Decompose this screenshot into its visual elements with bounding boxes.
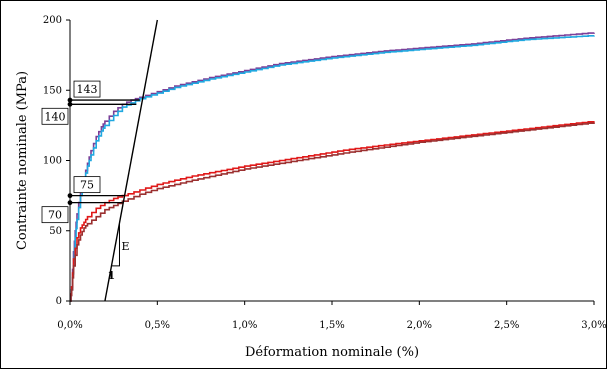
annotation-label: 143 — [77, 83, 98, 96]
annotation-marker — [67, 193, 73, 199]
slope-unit-label: 1 — [107, 269, 115, 282]
y-axis-title: Contrainte nominale (MPa) — [15, 71, 30, 250]
y-tick-label: 150 — [43, 85, 62, 96]
series-line-2 — [70, 35, 595, 302]
x-tick-label: 0,5% — [145, 320, 170, 331]
annotation-label: 140 — [45, 110, 66, 123]
annotation-box — [73, 80, 101, 98]
y-tick-label: 50 — [49, 226, 62, 237]
annotation-box — [41, 206, 69, 224]
annotation-marker — [67, 200, 73, 206]
y-tick-label: 100 — [43, 156, 62, 167]
axes — [69, 20, 594, 302]
annotation-label: 70 — [48, 209, 62, 222]
y-tick-label: 200 — [43, 15, 62, 26]
annotation-label: 75 — [80, 179, 94, 192]
x-axis-title: Déformation nominale (%) — [245, 345, 419, 360]
x-tick-label: 1,0% — [232, 320, 257, 331]
x-tick-label: 2,5% — [494, 320, 519, 331]
annotations: E 1 143 140 75 70 — [41, 80, 140, 282]
series-line-4 — [70, 122, 595, 302]
x-tick-label: 3,0% — [581, 320, 606, 331]
plot-marks — [70, 19, 595, 302]
y-tick-label: 0 — [56, 296, 62, 307]
modulus-line — [104, 19, 159, 302]
series-line-3 — [70, 121, 595, 302]
series-line-1 — [70, 32, 595, 302]
x-tick-label: 1,5% — [319, 320, 344, 331]
x-tick-label: 2,0% — [407, 320, 432, 331]
annotation-marker — [67, 101, 73, 107]
x-ticks: 0,0% 0,5% 1,0% 1,5% 2,0% 2,5% 3,0% — [57, 301, 607, 331]
x-tick-label: 0,0% — [57, 320, 82, 331]
slope-triangle — [111, 223, 120, 267]
annotation-box — [73, 176, 101, 194]
annotation-box — [41, 107, 69, 125]
slope-label: E — [121, 240, 129, 253]
y-ticks: 0 50 100 150 200 — [43, 15, 70, 307]
annotation-marker — [67, 97, 73, 103]
